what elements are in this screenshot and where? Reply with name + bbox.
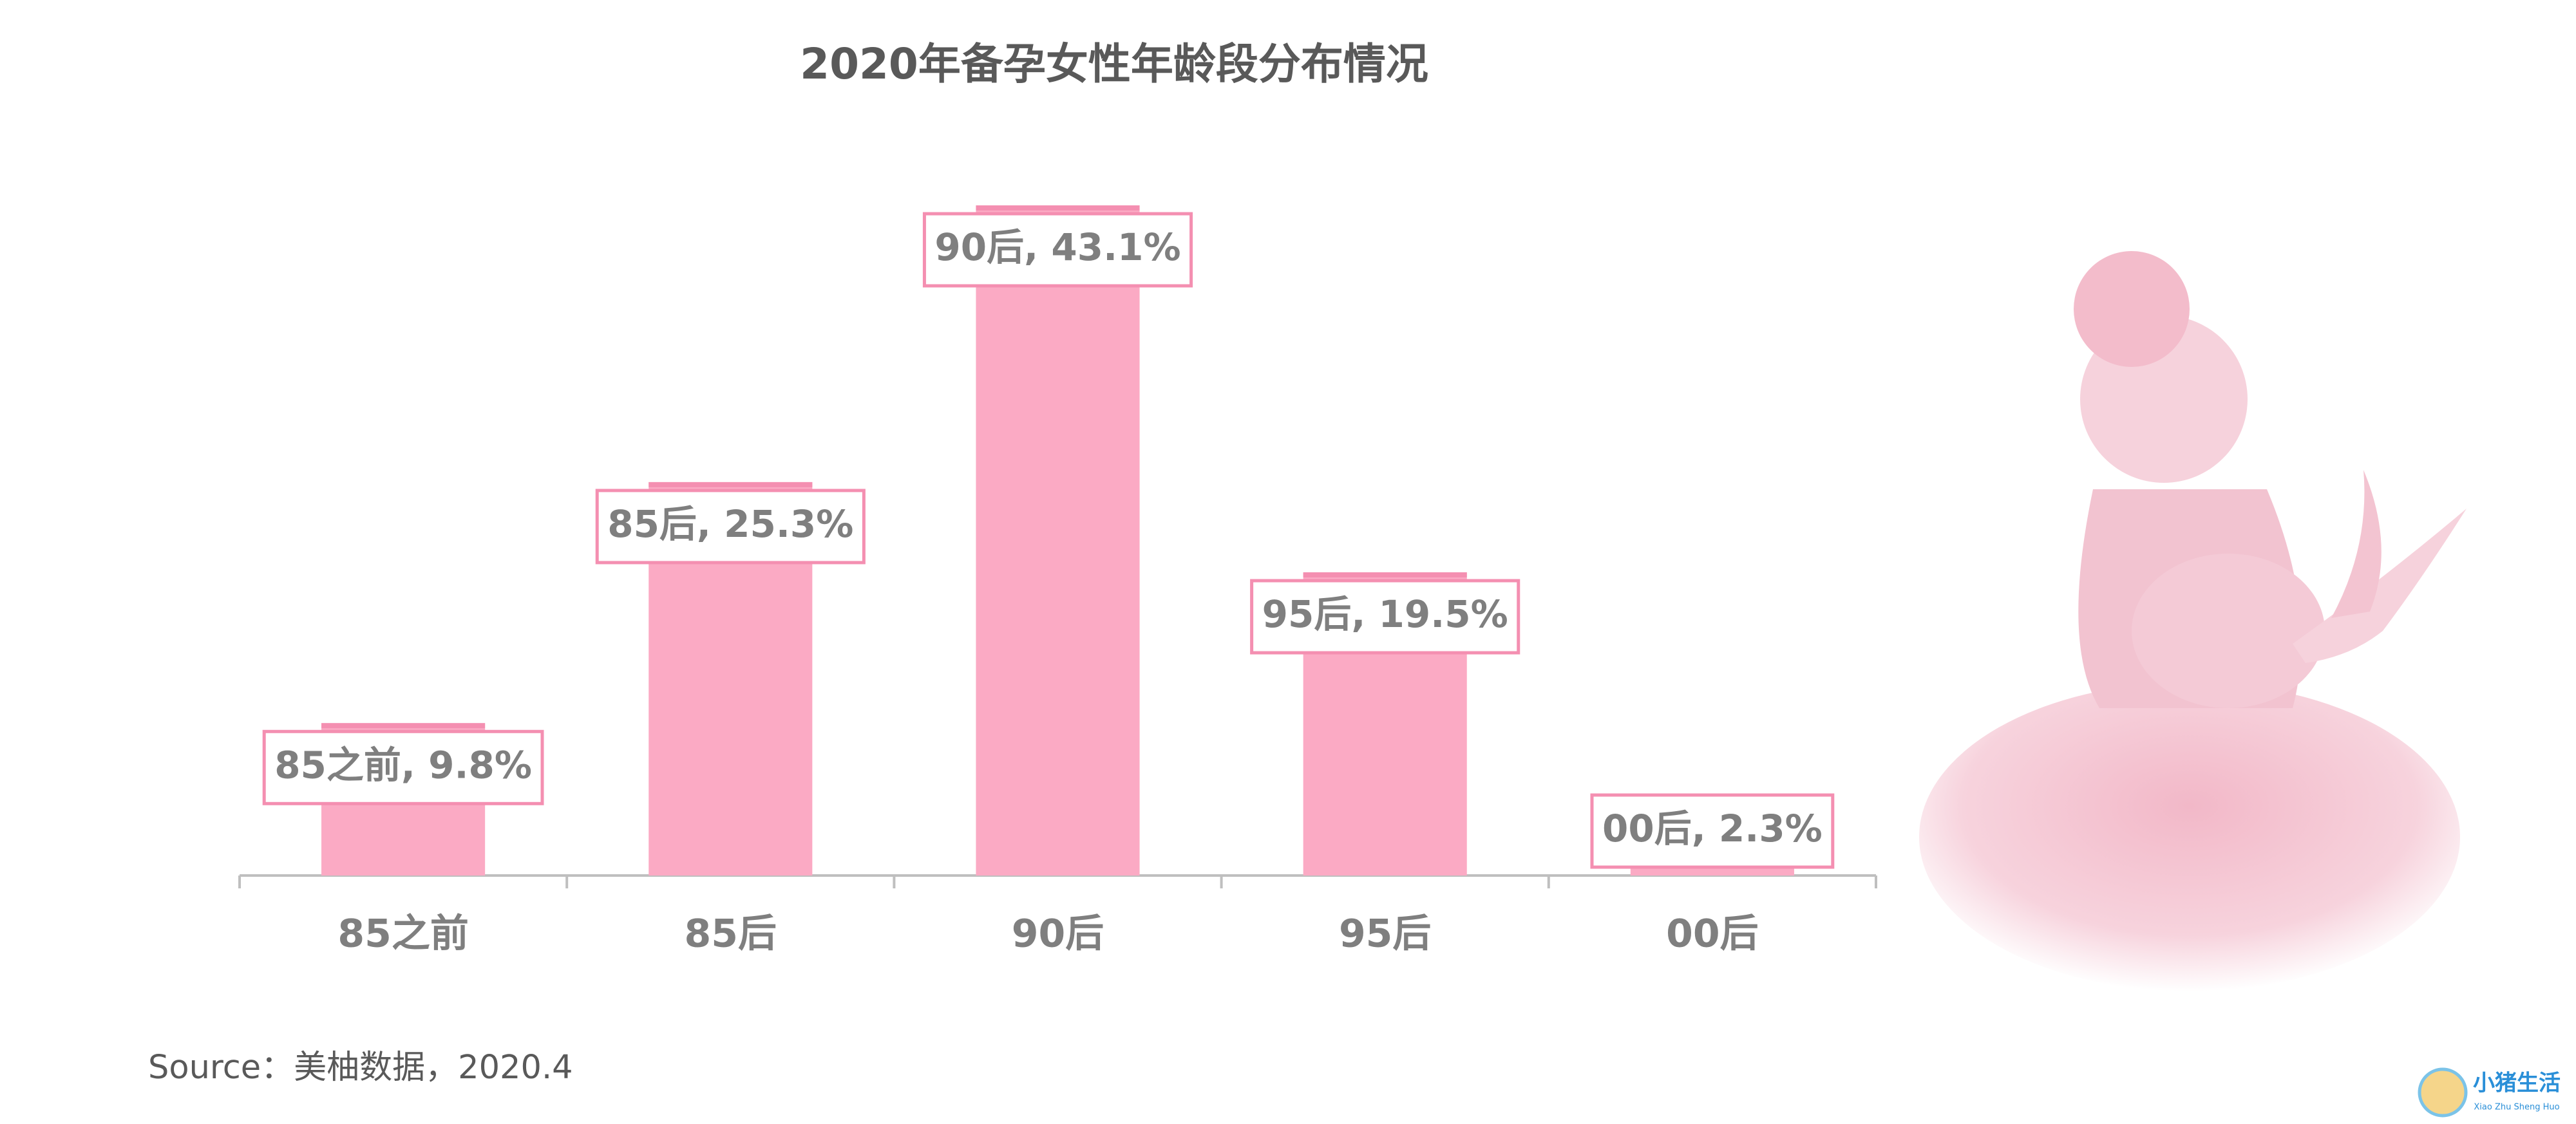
data-label: 85后, 25.3%: [607, 502, 853, 546]
data-label: 95后, 19.5%: [1262, 592, 1508, 636]
x-tick-label: 00后: [1666, 912, 1759, 957]
source: Source：美柚数据，2020.4: [148, 1049, 573, 1087]
x-tick-label: 85之前: [337, 912, 469, 957]
data-label: 90后, 43.1%: [934, 225, 1180, 269]
data-label: 00后, 2.3%: [1602, 807, 1823, 850]
data-label-box: [1590, 793, 1835, 869]
logo: [2418, 1067, 2468, 1118]
bar: [976, 205, 1140, 876]
data-label: 85之前, 9.8%: [274, 743, 532, 787]
data-label-box: [262, 729, 544, 805]
chart-title: 2020年备孕女性年龄段分布情况: [800, 39, 1428, 89]
data-label-box: [595, 489, 866, 565]
x-tick-label: 85后: [685, 912, 777, 957]
illustration: [1919, 251, 2467, 991]
x-tick-label: 90后: [1012, 912, 1104, 957]
watermark-subtitle: Xiao Zhu Sheng Huo: [2474, 1103, 2559, 1112]
watermark-title: 小猪生活: [2473, 1071, 2561, 1096]
data-label-box: [922, 212, 1193, 288]
data-label-box: [1250, 579, 1520, 655]
watermark: 小猪生活 Xiao Zhu Sheng Huo: [2418, 1067, 2561, 1118]
x-tick-label: 95后: [1339, 912, 1432, 957]
